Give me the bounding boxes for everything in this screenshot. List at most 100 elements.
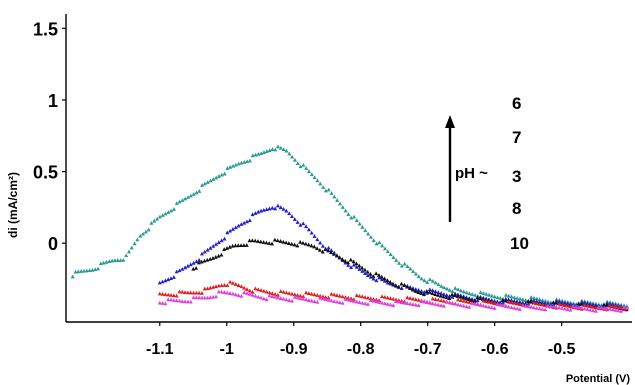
data-point xyxy=(326,245,331,250)
data-point xyxy=(348,257,353,262)
data-point xyxy=(222,171,227,176)
data-point xyxy=(351,262,356,267)
data-point xyxy=(157,291,162,296)
data-point xyxy=(259,288,264,292)
data-point xyxy=(270,241,275,246)
data-point xyxy=(337,255,342,260)
data-point xyxy=(458,303,463,307)
data-point xyxy=(354,218,359,222)
data-point xyxy=(191,295,196,300)
data-point xyxy=(197,189,202,193)
data-point xyxy=(413,297,418,302)
data-point xyxy=(528,299,533,304)
data-point xyxy=(126,249,131,254)
data-point xyxy=(441,294,446,299)
data-point xyxy=(250,289,255,294)
data-point xyxy=(93,267,98,272)
data-point xyxy=(315,237,320,242)
data-point xyxy=(276,144,281,149)
data-point xyxy=(194,190,199,195)
data-point xyxy=(284,290,289,295)
data-point xyxy=(177,199,182,204)
data-point xyxy=(382,301,387,306)
data-point xyxy=(183,265,188,270)
data-point xyxy=(464,304,469,309)
data-point xyxy=(591,308,596,313)
data-point xyxy=(318,240,323,245)
data-point xyxy=(194,265,199,270)
data-point xyxy=(270,147,275,151)
data-point xyxy=(593,303,598,307)
data-point xyxy=(416,303,421,307)
data-point xyxy=(419,288,424,293)
data-point xyxy=(450,294,455,299)
data-point xyxy=(543,298,548,303)
data-point xyxy=(452,293,457,298)
data-point xyxy=(534,299,539,303)
data-point xyxy=(438,293,443,298)
data-point xyxy=(357,267,362,271)
data-point xyxy=(239,243,244,248)
ph-label: pH ~ xyxy=(455,165,488,182)
data-point xyxy=(478,302,483,307)
data-point xyxy=(444,293,449,297)
ph-arrow-head xyxy=(445,115,455,128)
data-point xyxy=(498,300,503,304)
data-point xyxy=(349,215,354,220)
data-point xyxy=(312,175,317,180)
data-point xyxy=(250,153,255,158)
data-point xyxy=(160,213,165,217)
data-point xyxy=(96,266,101,271)
x-tick-label: -0.6 xyxy=(481,341,509,358)
data-point xyxy=(486,297,491,301)
data-point xyxy=(281,207,286,211)
data-point xyxy=(397,260,402,265)
data-point xyxy=(244,219,249,224)
data-point xyxy=(410,287,415,292)
data-point xyxy=(565,307,570,312)
data-point xyxy=(259,151,264,155)
data-point xyxy=(222,236,227,241)
data-point xyxy=(79,269,84,273)
data-point xyxy=(439,303,444,308)
data-point xyxy=(329,250,334,255)
data-point xyxy=(562,303,567,307)
data-point xyxy=(188,299,193,304)
data-point xyxy=(613,304,618,309)
data-point xyxy=(343,297,348,301)
data-point xyxy=(565,303,570,308)
data-point xyxy=(219,289,224,294)
data-point xyxy=(478,294,483,299)
data-point xyxy=(233,292,238,297)
data-point xyxy=(461,303,466,308)
data-point xyxy=(343,208,348,213)
data-point xyxy=(264,297,269,302)
data-point xyxy=(225,283,230,288)
data-point xyxy=(439,284,444,288)
data-point xyxy=(492,298,497,303)
data-point xyxy=(605,301,610,305)
data-point xyxy=(351,298,356,303)
data-point xyxy=(455,294,460,298)
data-point xyxy=(388,302,393,307)
data-point xyxy=(197,290,202,295)
data-point xyxy=(163,301,168,306)
data-point xyxy=(591,304,596,309)
data-point xyxy=(450,289,455,294)
data-point xyxy=(289,241,294,246)
data-point xyxy=(261,207,266,212)
data-point xyxy=(430,288,435,293)
data-point xyxy=(166,297,171,302)
data-point xyxy=(107,259,112,264)
data-point xyxy=(298,293,303,298)
data-point xyxy=(228,228,233,233)
data-point xyxy=(515,306,520,311)
data-point xyxy=(588,307,593,312)
data-point xyxy=(352,214,357,219)
data-point xyxy=(309,291,314,296)
data-point xyxy=(340,294,345,299)
data-point xyxy=(228,279,233,284)
data-point xyxy=(202,181,207,186)
data-point xyxy=(199,290,204,295)
